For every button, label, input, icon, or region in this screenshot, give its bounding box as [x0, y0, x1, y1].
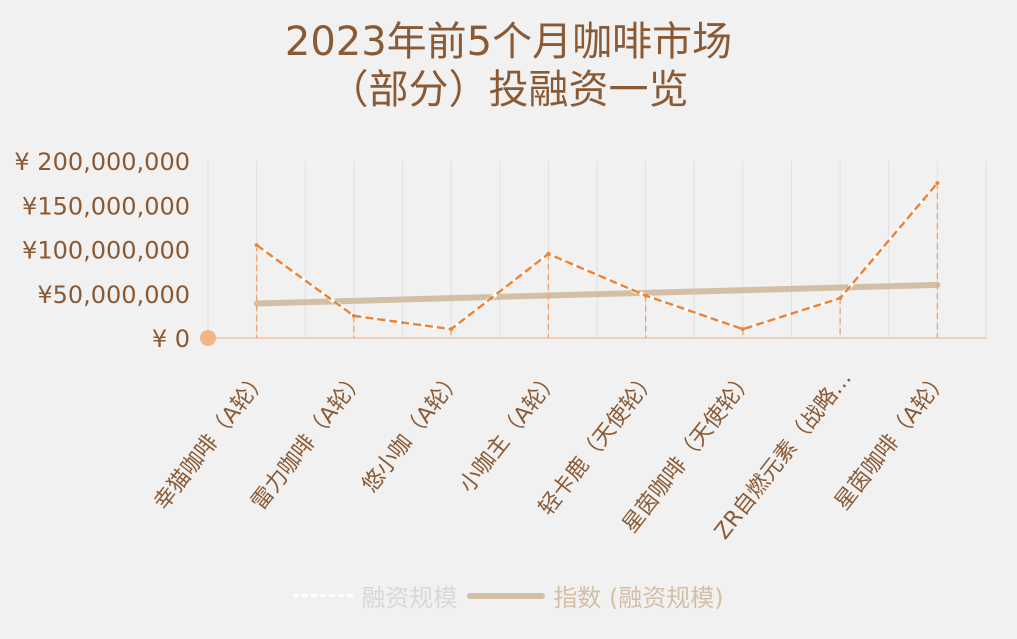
y-tick-label: ¥100,000,000 — [22, 237, 190, 265]
chart-title-line-1: 2023年前5个月咖啡市场 — [284, 19, 733, 65]
chart-title-line-2: （部分）投融资一览 — [328, 67, 689, 113]
trend-line — [253, 281, 941, 307]
data-point-financing — [449, 327, 454, 332]
chart-title: 2023年前5个月咖啡市场 （部分）投融资一览 — [0, 18, 1017, 114]
y-tick-label: ¥ 0 — [152, 325, 190, 353]
data-point-financing — [643, 293, 648, 298]
y-tick-label: ¥50,000,000 — [37, 281, 190, 309]
legend: 融资规模 指数 (融资规模) — [0, 578, 1017, 613]
series-line-financing — [255, 182, 939, 331]
legend-label-financing: 融资规模 — [361, 584, 458, 612]
y-tick-label: ¥150,000,000 — [22, 192, 190, 220]
origin-dot — [200, 330, 216, 346]
legend-item-trend[interactable]: 指数 (融资规模) — [467, 578, 724, 613]
data-point-financing — [254, 243, 259, 248]
legend-item-financing[interactable]: 融资规模 — [293, 578, 457, 613]
legend-swatch-trend — [467, 592, 546, 599]
x-tick-label: 悠小咖（A轮） — [358, 366, 468, 497]
data-point-financing — [546, 251, 551, 256]
data-point-financing — [935, 181, 940, 186]
legend-label-trend: 指数 (融资规模) — [553, 584, 724, 612]
legend-swatch-financing — [293, 594, 354, 597]
y-tick-label: ¥ 200,000,000 — [14, 148, 190, 176]
data-point-financing — [740, 327, 745, 332]
x-tick-label: 小咖主（A轮） — [455, 366, 565, 497]
data-point-financing — [838, 296, 843, 301]
data-point-financing — [351, 313, 356, 318]
